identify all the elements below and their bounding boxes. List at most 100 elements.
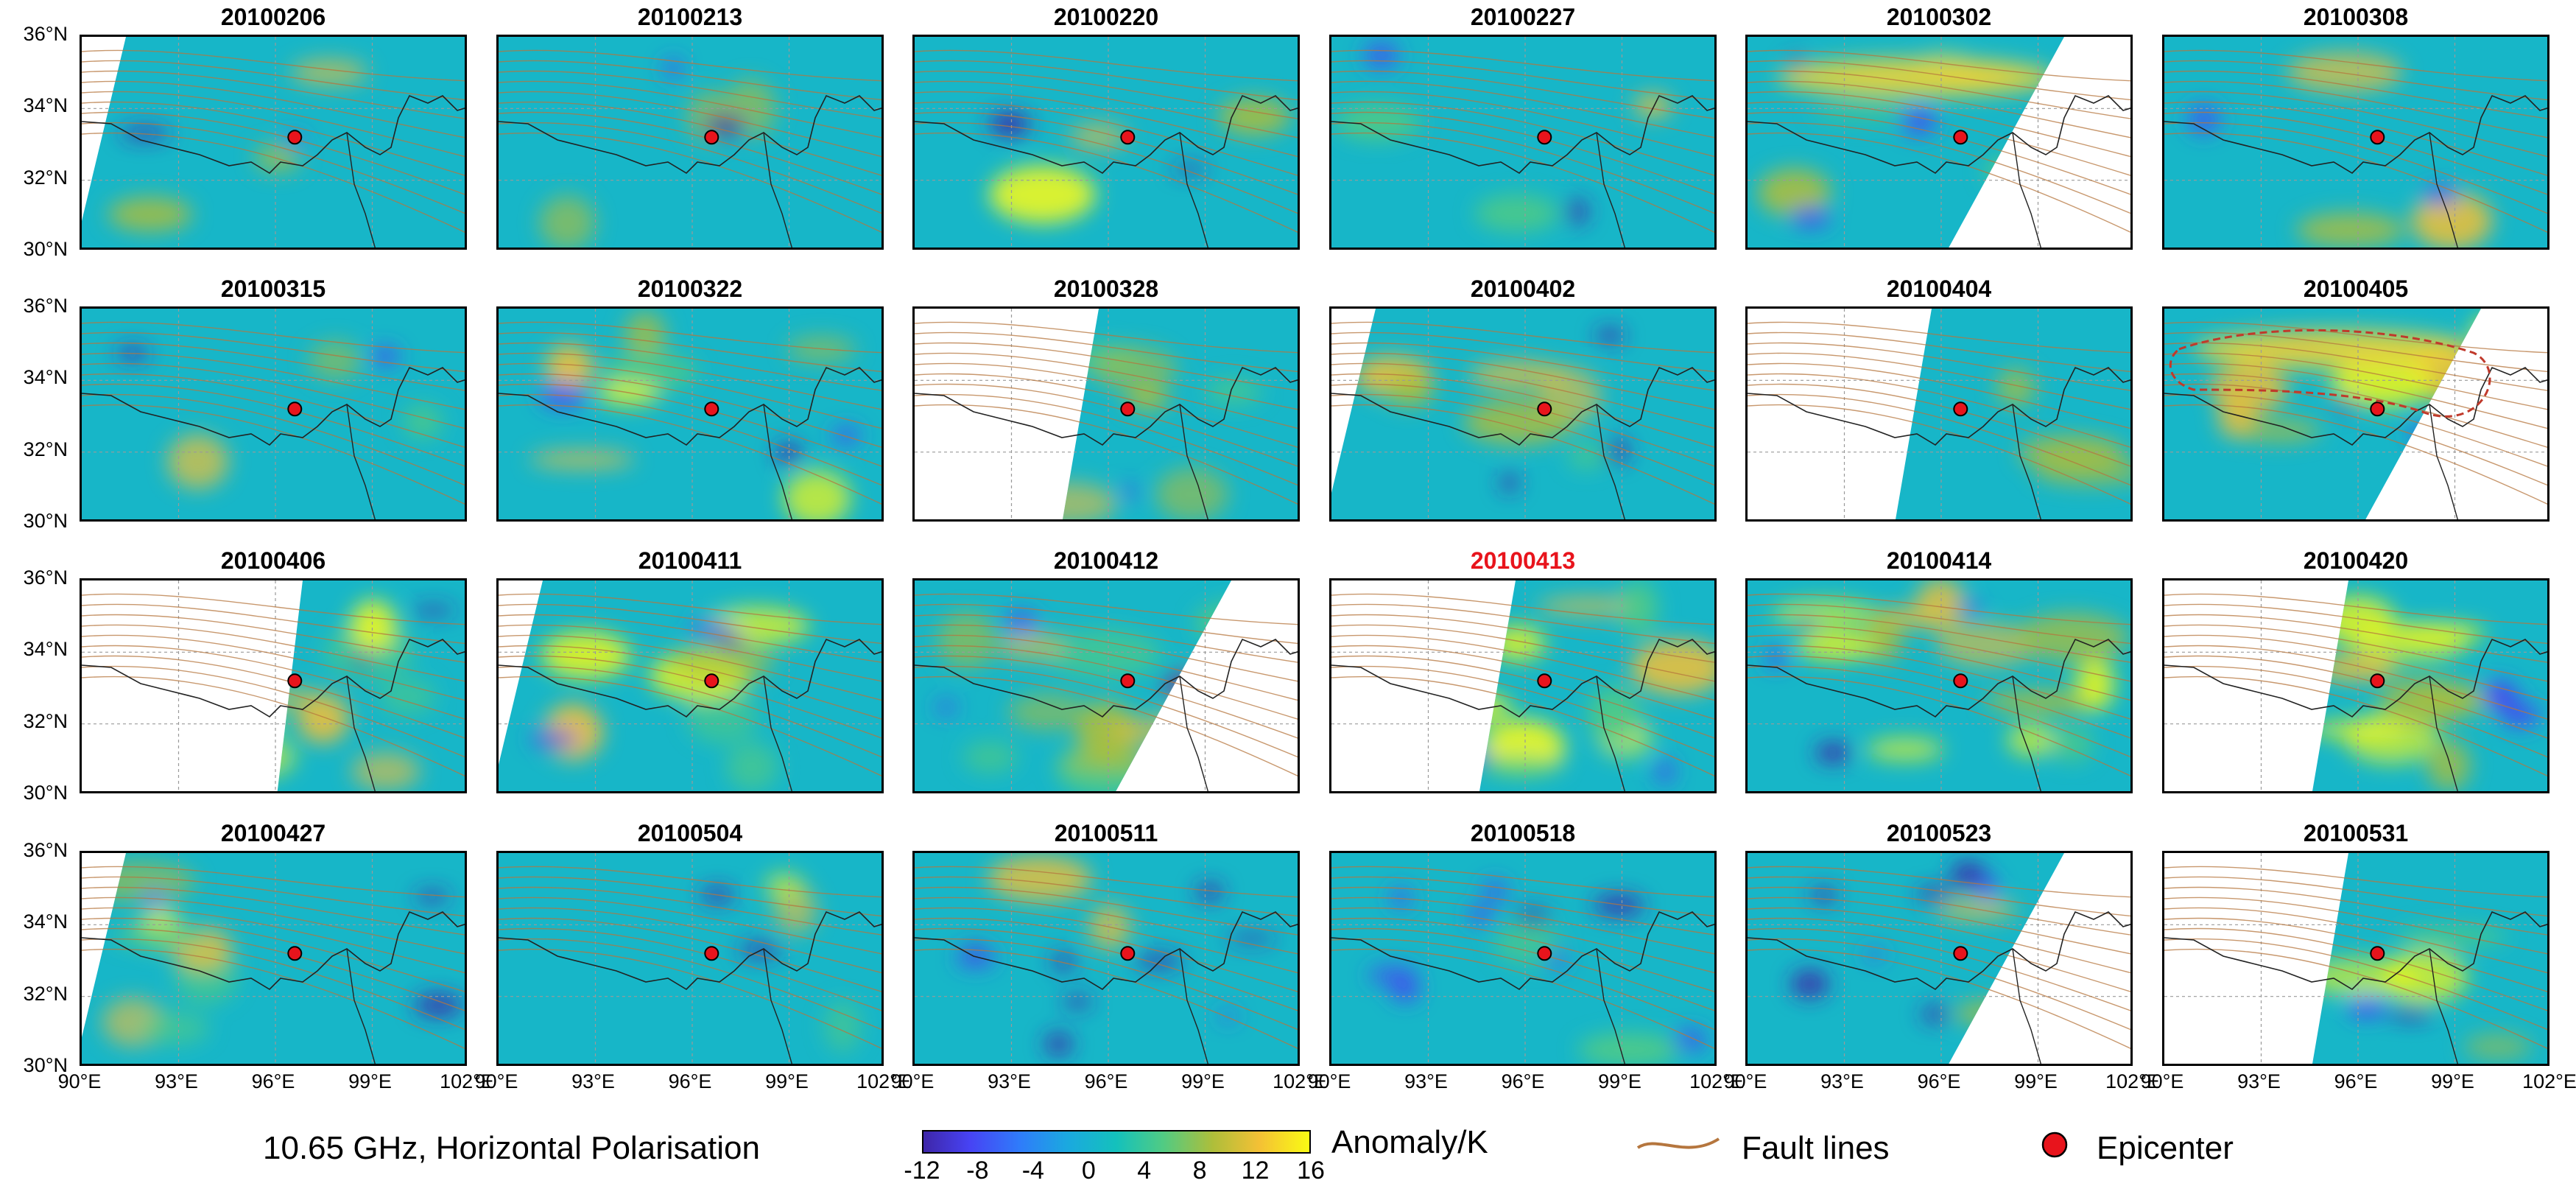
anomaly-blob <box>1951 861 1985 888</box>
lon-tick-label: 93°E <box>571 1070 615 1092</box>
map-canvas <box>915 580 1298 791</box>
anomaly-field <box>1761 309 2130 519</box>
colorbar-tick-label: -12 <box>904 1157 940 1185</box>
map-canvas <box>2164 309 2547 519</box>
anomaly-blob <box>2448 362 2481 407</box>
fault-line <box>1748 593 2130 625</box>
fault-line <box>1331 907 1714 974</box>
anomaly-blob <box>1122 484 1138 499</box>
lon-tick-label: 93°E <box>1404 1070 1448 1092</box>
anomaly-blobs <box>1062 343 1262 519</box>
anomaly-background <box>1748 853 2064 1064</box>
fault-line <box>1748 331 2130 373</box>
map-panel-20100406 <box>80 578 467 793</box>
anomaly-blobs <box>529 311 860 519</box>
epicenter-marker <box>1120 130 1136 145</box>
province-boundary-south <box>2012 132 2041 248</box>
fault-line <box>499 897 881 955</box>
anomaly-blob <box>2347 997 2387 1017</box>
fault-line <box>82 60 465 101</box>
fault-line <box>2164 393 2547 486</box>
province-boundary-south <box>1596 948 1625 1064</box>
province-boundary <box>1748 94 2130 175</box>
lon-tick-label: 96°E <box>1501 1070 1545 1092</box>
map-canvas <box>915 853 1298 1064</box>
fault-lines <box>915 593 1298 776</box>
anomaly-blob <box>137 1011 210 1045</box>
fault-line <box>499 624 881 682</box>
fault-line <box>2164 634 2547 701</box>
fault-line <box>1331 373 1714 448</box>
map-panel-20100518 <box>1329 851 1717 1066</box>
anomaly-blob <box>529 450 636 469</box>
anomaly-blob <box>1479 690 1513 726</box>
anomaly-blob <box>2312 720 2408 739</box>
fault-line <box>915 352 1298 410</box>
panel-title-20100531: 20100531 <box>2303 820 2409 846</box>
anomaly-blob <box>2050 726 2094 763</box>
fault-line <box>2164 122 2547 214</box>
anomaly-blobs <box>1766 580 2129 763</box>
fault-line <box>915 876 1298 917</box>
fault-line <box>82 938 465 1031</box>
map-panel-20100302 <box>1745 35 2133 250</box>
province-boundary-south <box>346 132 376 248</box>
anomaly-field <box>499 580 881 791</box>
fault-line <box>1331 362 1714 429</box>
anomaly-blobs <box>116 340 443 489</box>
fault-line <box>82 897 465 955</box>
lat-tick-label: 30°N <box>23 238 68 260</box>
fault-line <box>915 593 1298 625</box>
anomaly-blob <box>541 631 631 679</box>
fault-lines <box>2164 866 2547 1049</box>
map-panel-20100308 <box>2162 35 2549 250</box>
anomaly-blob <box>937 611 997 669</box>
anomaly-blob <box>1172 164 1208 175</box>
map-panel-20100404 <box>1745 306 2133 522</box>
graticule <box>1331 309 1714 519</box>
anomaly-blob <box>2396 926 2508 947</box>
fault-line <box>82 49 465 82</box>
map-panel-20100531 <box>2162 851 2549 1066</box>
fault-line <box>499 393 881 486</box>
anomaly-blob <box>1155 467 1229 519</box>
fault-line <box>1331 111 1714 195</box>
lon-tick-label: 90°E <box>2140 1070 2184 1092</box>
anomaly-blob <box>2084 863 2129 883</box>
anomaly-blob <box>936 700 957 715</box>
anomaly-blob <box>1815 743 1851 763</box>
fault-line <box>499 927 881 1011</box>
fault-lines <box>1748 866 2130 1049</box>
fault-line <box>82 352 465 410</box>
anomaly-blob <box>726 742 778 791</box>
anomaly-blob <box>414 993 463 1017</box>
anomaly-blob <box>1761 446 1832 493</box>
graticule <box>1748 37 2130 248</box>
panel-title-20100308: 20100308 <box>2303 4 2409 30</box>
fault-line <box>82 876 465 917</box>
fault-line <box>2164 373 2547 448</box>
fault-line <box>1331 645 1714 720</box>
fault-line <box>1331 593 1714 625</box>
anomaly-blob <box>122 738 213 756</box>
panel-title-20100518: 20100518 <box>1470 820 1576 846</box>
fault-lines <box>1331 49 1714 233</box>
province-boundary-south <box>763 948 792 1064</box>
colorbar-tick-label: -4 <box>1021 1157 1044 1185</box>
panel-title-20100511: 20100511 <box>1054 820 1158 846</box>
lon-tick-label: 102°E <box>2522 1070 2576 1092</box>
anomaly-field <box>1479 580 1714 791</box>
fault-line <box>1331 927 1714 1011</box>
fault-line <box>1331 665 1714 758</box>
fault-line <box>1748 655 2130 739</box>
lon-tick-label: 93°E <box>1820 1070 1864 1092</box>
lat-tick-label: 34°N <box>23 366 68 389</box>
panel-grid: 20100206 36°N 34°N 32°N 30°N 20100213 20100220… <box>23 4 2576 1092</box>
epicenter-marker <box>2370 401 2385 417</box>
panel-title-20100413: 20100413 <box>1470 547 1576 574</box>
lon-tick-label: 90°E <box>1723 1070 1767 1092</box>
province-boundary <box>82 638 465 718</box>
anomaly-blob <box>119 127 170 140</box>
province-boundary-south <box>2429 948 2458 1064</box>
anomaly-blob <box>545 344 594 392</box>
